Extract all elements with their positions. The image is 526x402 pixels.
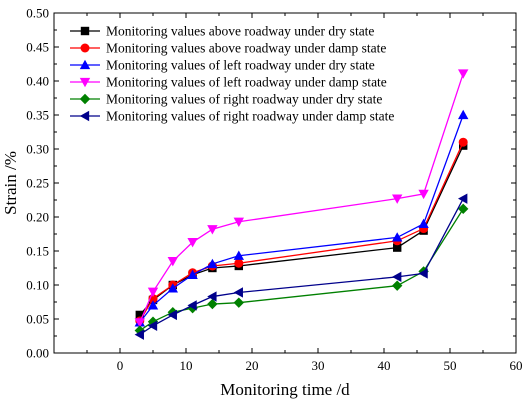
series-6-point (187, 300, 197, 311)
series-4-point (418, 189, 429, 200)
series-3-point (233, 250, 244, 260)
series-6-point (418, 268, 428, 279)
series-3-point (392, 232, 403, 242)
series-4-point (233, 217, 244, 227)
series-5-point (392, 280, 403, 291)
x-tick-label: 50 (444, 358, 457, 373)
series-1-line (139, 145, 464, 316)
legend-item-4: Monitoring values of left roadway under … (70, 75, 387, 90)
legend-marker (80, 26, 90, 36)
series-5-point (207, 298, 218, 310)
y-tick-label: 0.20 (26, 210, 49, 225)
series-3-line (139, 114, 464, 323)
y-tick-label: 0.45 (26, 40, 49, 55)
series-2-point (234, 258, 244, 268)
series-1 (135, 141, 468, 320)
y-axis-title: Strain /% (1, 151, 20, 215)
y-tick-label: 0.05 (26, 312, 49, 327)
legend-marker (79, 110, 90, 122)
legend-item-6: Monitoring values of right roadway under… (70, 109, 394, 124)
axes: 0 10 20 30 40 50 60 0.00 0.05 0.10 0.15 0.20 0.25 0.3… (26, 6, 522, 374)
y-tick-label: 0.10 (26, 278, 49, 293)
legend-marker (79, 59, 91, 70)
series-6-point (207, 291, 217, 302)
legend-item-1: Monitoring values above roadway under dr… (70, 24, 374, 39)
series-6-line (139, 198, 464, 336)
series-3-point (418, 218, 429, 228)
legend-label: Monitoring values of right roadway under… (106, 109, 394, 124)
series-3 (134, 109, 469, 327)
series-3-point (187, 269, 198, 279)
series-3-point (167, 283, 178, 293)
y-tick-label: 0.15 (26, 244, 49, 259)
series-4-point (458, 69, 469, 79)
legend-label: Monitoring values above roadway under da… (106, 41, 386, 56)
series-4-point (392, 194, 403, 204)
legend-marker (79, 93, 91, 105)
series-4-point (167, 257, 178, 267)
legend-label: Monitoring values of right roadway under… (106, 92, 382, 107)
x-tick-label: 30 (312, 358, 325, 373)
legend-label: Monitoring values of left roadway under … (106, 58, 375, 73)
series-6-point (147, 320, 158, 331)
legend: Monitoring values above roadway under dr… (70, 24, 394, 124)
series-4 (134, 69, 469, 328)
legend-marker (80, 43, 90, 53)
legend-item-2: Monitoring values above roadway under da… (70, 41, 386, 56)
series-4-point (207, 225, 218, 235)
y-tick-label: 0.25 (26, 176, 49, 191)
series-1-point (393, 243, 402, 252)
series-6 (134, 193, 468, 340)
y-tick-label: 0.00 (26, 346, 49, 361)
series-2-point (458, 137, 468, 147)
series-5 (134, 203, 469, 336)
series-4-point (147, 287, 159, 297)
y-tick-label: 0.40 (26, 74, 49, 89)
series-5-point (147, 316, 159, 327)
x-tick-label: 20 (246, 358, 259, 373)
series-2-line (139, 141, 464, 322)
y-tick-label: 0.50 (26, 6, 49, 21)
series-5-line (139, 208, 464, 332)
x-axis-title: Monitoring time /d (220, 380, 350, 399)
series-6-point (392, 271, 402, 283)
legend-item-3: Monitoring values of left roadway under … (70, 58, 375, 73)
series-5-point (458, 203, 469, 215)
legend-marker (79, 77, 91, 88)
series-6-point (134, 329, 144, 340)
series-2 (135, 137, 468, 326)
x-tick-label: 0 (117, 358, 124, 373)
legend-label: Monitoring values above roadway under dr… (106, 24, 374, 39)
x-tick-label: 40 (378, 358, 391, 373)
series-5-point (233, 297, 244, 308)
series-4-point (187, 238, 198, 248)
legend-item-5: Monitoring values of right roadway under… (70, 92, 382, 107)
series-6-point (167, 309, 177, 321)
series-1-point (135, 310, 144, 320)
series-3-point (207, 258, 218, 269)
legend-label: Monitoring values of left roadway under … (106, 75, 387, 90)
series-3-point (458, 109, 469, 120)
x-tick-label: 60 (510, 358, 523, 373)
series-6-point (233, 287, 243, 298)
series-layer (134, 69, 469, 340)
y-tick-label: 0.35 (26, 108, 49, 123)
series-6-point (458, 193, 468, 204)
x-tick-label: 10 (180, 358, 193, 373)
series-3-point (147, 300, 159, 310)
y-tick-label: 0.30 (26, 142, 49, 157)
series-4-point (134, 318, 145, 328)
